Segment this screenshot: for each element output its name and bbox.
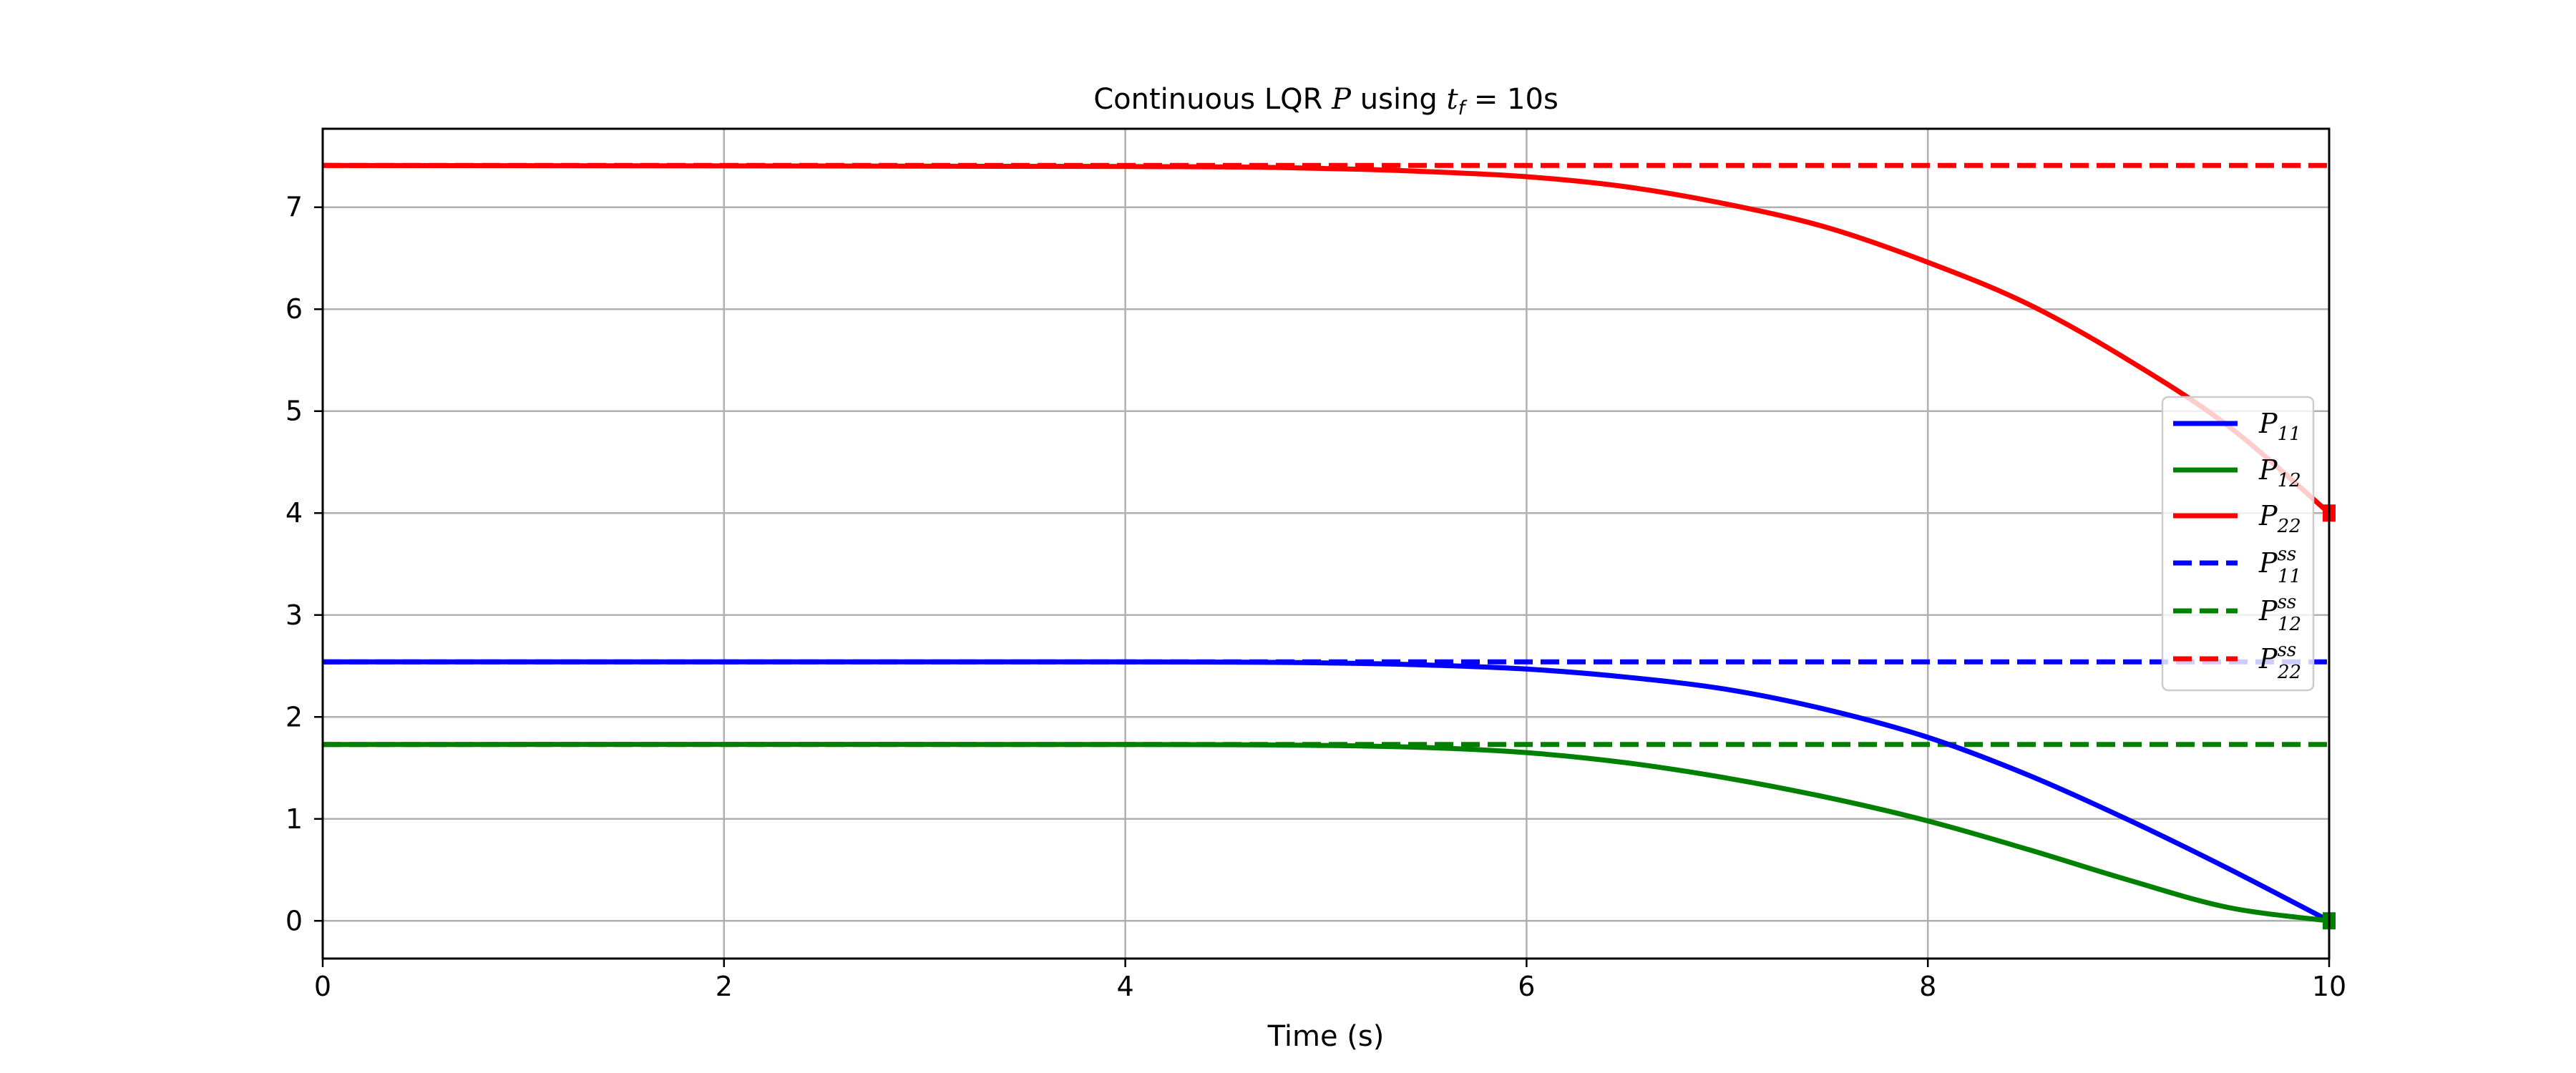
x-tick-label-0: 0 xyxy=(314,971,331,1002)
plot-series xyxy=(322,162,2331,923)
plot-area-frame xyxy=(321,127,2331,960)
y-tick-label-2: 2 xyxy=(286,701,303,733)
y-tick-label-4: 4 xyxy=(286,497,303,529)
y-tick-label-7: 7 xyxy=(286,192,303,223)
legend-label-P11ss: Pss 11 xyxy=(2258,544,2301,587)
title-var: P xyxy=(1331,83,1352,116)
x-tick-label-1: 2 xyxy=(716,971,733,1002)
x-tick-label-2: 4 xyxy=(1117,971,1134,1002)
title-mid: using xyxy=(1351,83,1446,116)
y-tick-label-3: 3 xyxy=(286,599,303,631)
title-sym: t xyxy=(1447,83,1459,116)
x-axis-label: Time (s) xyxy=(1267,1020,1385,1053)
y-tick-label-0: 0 xyxy=(286,905,303,936)
y-tick-label-5: 5 xyxy=(286,396,303,427)
series-line-P12 xyxy=(322,742,2330,923)
axis-ticks: 0 2 4 6 8 10 0 1 2 3 4 5 6 7 xyxy=(286,192,2346,1002)
legend-label-P22: P22 xyxy=(2258,500,2301,537)
x-tick-label-3: 6 xyxy=(1518,971,1535,1002)
legend-items: P11 P12 P22 Pss 11 Pss 12 Pss 22 xyxy=(2173,408,2301,683)
x-tick-label-4: 8 xyxy=(1919,971,1936,1002)
legend-label-P22ss: Pss 22 xyxy=(2258,640,2301,683)
legend-label-P11: P11 xyxy=(2258,408,2301,445)
title-suffix: = 10s xyxy=(1465,83,1558,116)
legend: P11 P12 P22 Pss 11 Pss 12 Pss 22 xyxy=(2161,396,2315,692)
title-prefix: Continuous LQR xyxy=(1093,83,1332,116)
series-line-P11 xyxy=(322,659,2331,923)
series-line-P22 xyxy=(322,162,2331,515)
legend-label-P12: P12 xyxy=(2258,454,2301,491)
chart-title: Continuous LQR P using tf = 10s xyxy=(1093,83,1558,119)
y-tick-label-6: 6 xyxy=(286,293,303,325)
y-tick-label-1: 1 xyxy=(286,803,303,835)
x-tick-label-5: 10 xyxy=(2312,971,2346,1002)
legend-label-P12ss: Pss 12 xyxy=(2258,592,2301,635)
